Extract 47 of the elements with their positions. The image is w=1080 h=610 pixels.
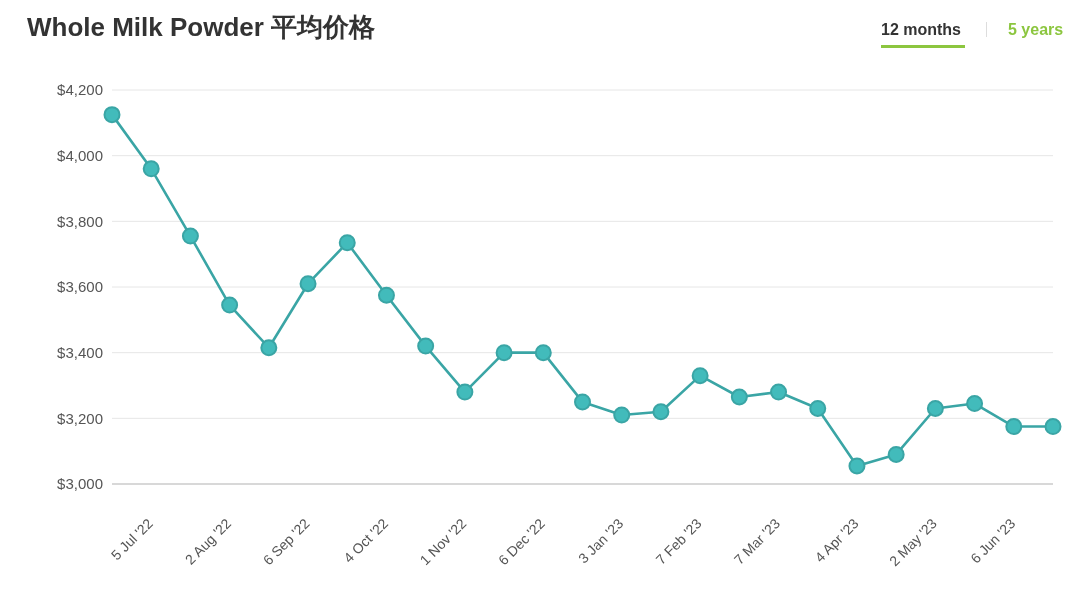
point <box>966 395 984 413</box>
point <box>299 275 317 293</box>
text: 12 months <box>881 21 962 38</box>
point <box>260 339 278 357</box>
point <box>887 445 905 463</box>
x-tick-label: 7 Feb '23 <box>652 515 705 568</box>
x-tick-label: 2 Aug '22 <box>181 515 235 568</box>
point <box>495 344 513 362</box>
y-tick-label: $3,000 <box>57 475 103 493</box>
y-tick-label: $4,000 <box>57 146 103 164</box>
point <box>456 383 474 401</box>
x-tick-label: 3 Jan '23 <box>575 515 627 567</box>
x-tick-label: 6 Jun '23 <box>967 515 1019 567</box>
point <box>691 367 709 385</box>
point <box>338 234 356 252</box>
y-tick-label: $3,800 <box>57 212 103 230</box>
x-tick-label: 7 Mar '23 <box>730 515 784 568</box>
x-tick-label: 1 Nov '22 <box>416 515 470 569</box>
point <box>613 406 631 424</box>
text: 5 years <box>1008 21 1064 38</box>
point <box>534 344 552 362</box>
point <box>221 296 239 314</box>
y-tick-label: $3,200 <box>57 409 103 427</box>
x-tick-label: 4 Oct '22 <box>340 515 392 566</box>
point <box>1044 418 1062 436</box>
point <box>1005 418 1023 436</box>
point <box>574 393 591 411</box>
x-tick-label: 6 Sep '22 <box>259 515 313 569</box>
point <box>770 383 788 401</box>
point <box>417 337 435 355</box>
y-tick-label: $4,200 <box>57 81 103 99</box>
point <box>926 400 944 417</box>
x-tick-label: 5 Jul '22 <box>107 515 156 564</box>
point <box>103 106 121 124</box>
point <box>848 457 866 475</box>
x-tick-label: 2 May '23 <box>886 515 941 570</box>
x-tick-label: 6 Dec '22 <box>495 515 549 569</box>
x-tick-label: 4 Apr '23 <box>811 515 862 566</box>
y-tick-label: $3,600 <box>57 278 103 296</box>
chart-title: Whole Milk Powder 平均价格 <box>27 12 376 42</box>
point <box>181 227 199 245</box>
point <box>730 388 748 406</box>
point <box>809 400 827 417</box>
point <box>377 286 395 304</box>
point <box>652 403 670 421</box>
point <box>142 160 160 178</box>
y-tick-label: $3,400 <box>57 343 103 361</box>
